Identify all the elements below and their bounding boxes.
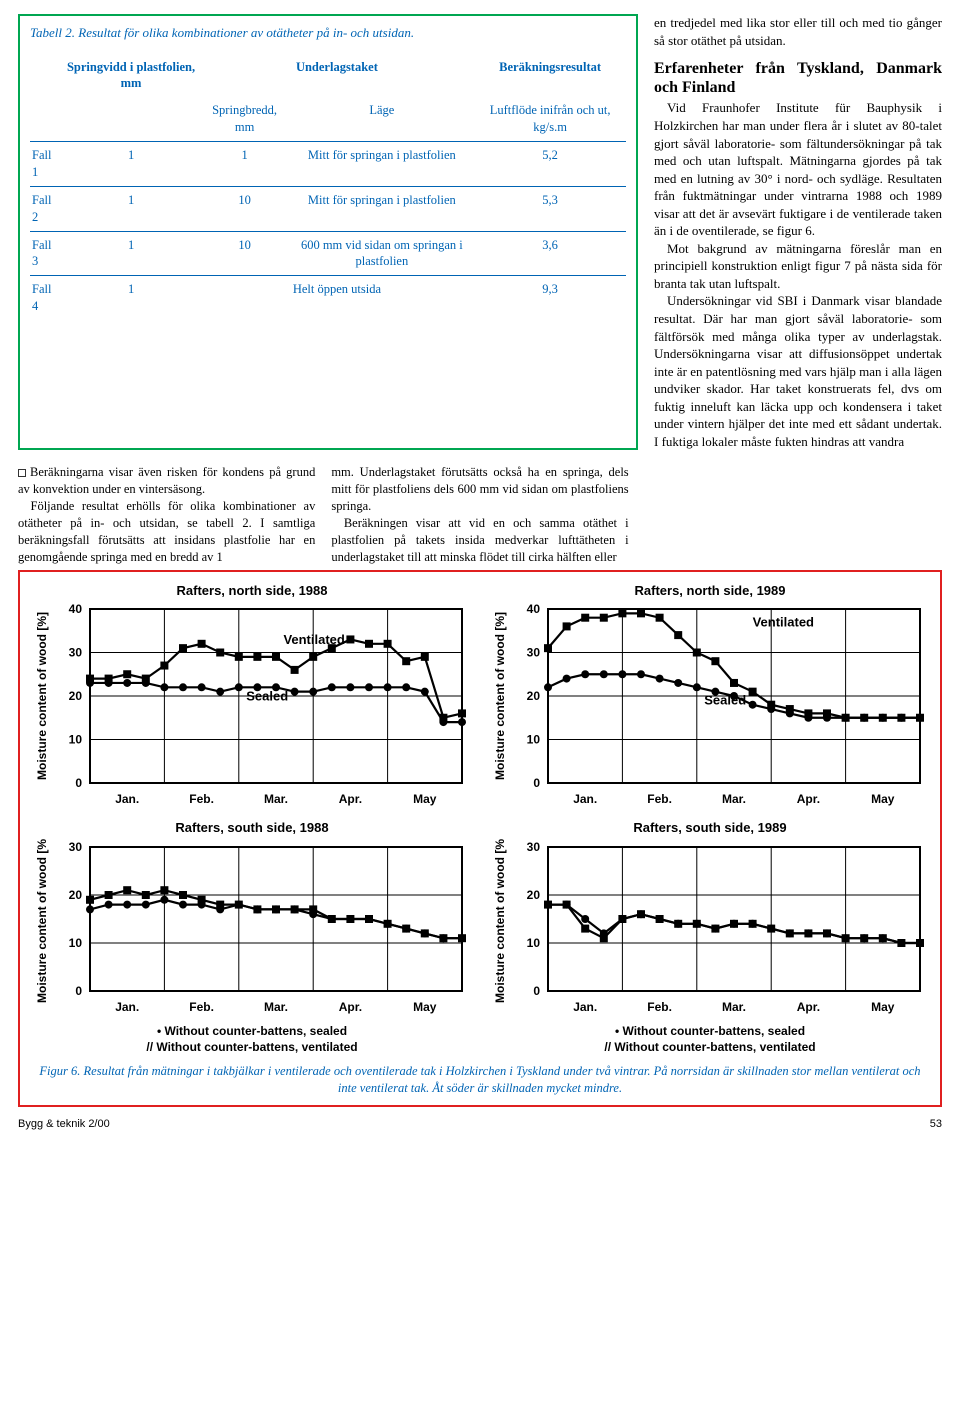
chart-svg: 0 10 20 30 40 Jan. Feb. Mar. Apr. May Moisture con… bbox=[32, 601, 472, 811]
svg-text:40: 40 bbox=[527, 602, 541, 616]
svg-text:Sealed: Sealed bbox=[704, 693, 746, 708]
th-springbredd: Springbredd, mm bbox=[200, 97, 290, 141]
table-row: Fall 1 1 1 Mitt för springan i plastfoli… bbox=[30, 142, 626, 187]
svg-text:Mar.: Mar. bbox=[264, 792, 288, 806]
svg-text:Jan.: Jan. bbox=[573, 792, 597, 806]
svg-text:0: 0 bbox=[533, 984, 540, 998]
th-flow: Luftflöde inifrån och ut, kg/s.m bbox=[474, 97, 626, 141]
svg-text:30: 30 bbox=[69, 840, 83, 854]
square-bullet-icon bbox=[18, 469, 26, 477]
footer-right: 53 bbox=[930, 1117, 942, 1132]
svg-text:Apr.: Apr. bbox=[339, 1000, 362, 1014]
svg-text:40: 40 bbox=[69, 602, 83, 616]
svg-text:20: 20 bbox=[527, 888, 541, 902]
svg-text:Feb.: Feb. bbox=[647, 792, 672, 806]
p-body: Mot bakgrund av mätningarna föreslår man… bbox=[654, 240, 942, 293]
svg-text:Mar.: Mar. bbox=[722, 792, 746, 806]
svg-text:0: 0 bbox=[533, 776, 540, 790]
table-row: Fall 3 1 10 600 mm vid sidan om springan… bbox=[30, 231, 626, 276]
svg-text:20: 20 bbox=[69, 888, 83, 902]
svg-text:Jan.: Jan. bbox=[115, 1000, 139, 1014]
svg-text:Sealed: Sealed bbox=[246, 689, 288, 704]
p-intro: en tredjedel med lika stor eller till oc… bbox=[654, 14, 942, 49]
chart-n1988: Rafters, north side, 1988 010203040Jan.F… bbox=[32, 582, 472, 812]
svg-text:May: May bbox=[871, 1000, 895, 1014]
svg-text:10: 10 bbox=[69, 733, 83, 747]
chart-legend: • Without counter-battens, sealed // Wit… bbox=[490, 1023, 930, 1055]
page-footer: Bygg & teknik 2/00 53 bbox=[18, 1117, 942, 1132]
chart-s1989: Rafters, south side, 1989 0102030Jan.Feb… bbox=[490, 819, 930, 1055]
svg-text:0: 0 bbox=[75, 984, 82, 998]
svg-text:30: 30 bbox=[527, 840, 541, 854]
footer-left: Bygg & teknik 2/00 bbox=[18, 1117, 110, 1132]
svg-text:10: 10 bbox=[527, 936, 541, 950]
svg-text:Jan.: Jan. bbox=[115, 792, 139, 806]
svg-text:30: 30 bbox=[69, 646, 83, 660]
svg-text:Apr.: Apr. bbox=[797, 1000, 820, 1014]
svg-text:Moisture content of wood [%]: Moisture content of wood [%] bbox=[493, 612, 507, 780]
figure-caption: Figur 6. Resultat från mätningar i takbj… bbox=[32, 1063, 928, 1097]
chart-n1989: Rafters, north side, 1989 010203040Jan.F… bbox=[490, 582, 930, 812]
svg-text:Moisture content of wood [%]: Moisture content of wood [%] bbox=[35, 839, 49, 1003]
svg-text:Moisture content of wood [%]: Moisture content of wood [%] bbox=[35, 612, 49, 780]
table-2: Springvidd i plastfolien, mm Underlagsta… bbox=[30, 54, 626, 321]
th-result: Beräkningsresultat bbox=[474, 54, 626, 98]
svg-text:May: May bbox=[413, 792, 437, 806]
p-body: Undersökningar vid SBI i Danmark visar b… bbox=[654, 292, 942, 450]
svg-text:Apr.: Apr. bbox=[797, 792, 820, 806]
chart-svg: 0 10 20 30 Jan. Feb. Mar. Apr. May Moisture conte… bbox=[32, 839, 472, 1019]
svg-text:May: May bbox=[871, 792, 895, 806]
svg-text:May: May bbox=[413, 1000, 437, 1014]
table-row: Fall 2 1 10 Mitt för springan i plastfol… bbox=[30, 186, 626, 231]
table-2-box: Tabell 2. Resultat för olika kombination… bbox=[18, 14, 638, 450]
svg-text:20: 20 bbox=[69, 689, 83, 703]
svg-text:Ventilated: Ventilated bbox=[283, 632, 344, 647]
svg-text:Mar.: Mar. bbox=[264, 1000, 288, 1014]
svg-text:Feb.: Feb. bbox=[647, 1000, 672, 1014]
th-lage: Läge bbox=[290, 97, 475, 141]
table-row: Fall 4 1 Helt öppen utsida 9,3 bbox=[30, 276, 626, 320]
svg-text:Ventilated: Ventilated bbox=[753, 615, 814, 630]
svg-text:Feb.: Feb. bbox=[189, 1000, 214, 1014]
svg-text:Jan.: Jan. bbox=[573, 1000, 597, 1014]
chart-svg: 0 10 20 30 Jan. Feb. Mar. Apr. May Moisture conte… bbox=[490, 839, 930, 1019]
p-body: Vid Fraunhofer Institute für Bauphysik i… bbox=[654, 99, 942, 239]
svg-text:Apr.: Apr. bbox=[339, 792, 362, 806]
table-caption: Tabell 2. Resultat för olika kombination… bbox=[30, 24, 626, 42]
th-underlag: Underlagstaket bbox=[200, 54, 475, 98]
th-springvidd: Springvidd i plastfolien, mm bbox=[62, 54, 199, 98]
chart-legend: • Without counter-battens, sealed // Wit… bbox=[32, 1023, 472, 1055]
chart-svg: 0 10 20 30 40 Jan. Feb. Mar. Apr. May Moisture con… bbox=[490, 601, 930, 811]
svg-text:20: 20 bbox=[527, 689, 541, 703]
svg-text:10: 10 bbox=[69, 936, 83, 950]
mid-columns: Beräkningarna visar även risken för kond… bbox=[18, 464, 942, 565]
section-heading: Erfarenheter från Tyskland, Danmark och … bbox=[654, 59, 942, 97]
svg-text:Mar.: Mar. bbox=[722, 1000, 746, 1014]
chart-s1988: Rafters, south side, 1988 0102030Jan.Feb… bbox=[32, 819, 472, 1055]
svg-text:Moisture content of wood [%]: Moisture content of wood [%] bbox=[493, 839, 507, 1003]
figure-6-box: Rafters, north side, 1988 010203040Jan.F… bbox=[18, 570, 942, 1107]
right-column: en tredjedel med lika stor eller till oc… bbox=[654, 14, 942, 450]
svg-text:0: 0 bbox=[75, 776, 82, 790]
svg-text:10: 10 bbox=[527, 733, 541, 747]
svg-text:Feb.: Feb. bbox=[189, 792, 214, 806]
svg-text:30: 30 bbox=[527, 646, 541, 660]
